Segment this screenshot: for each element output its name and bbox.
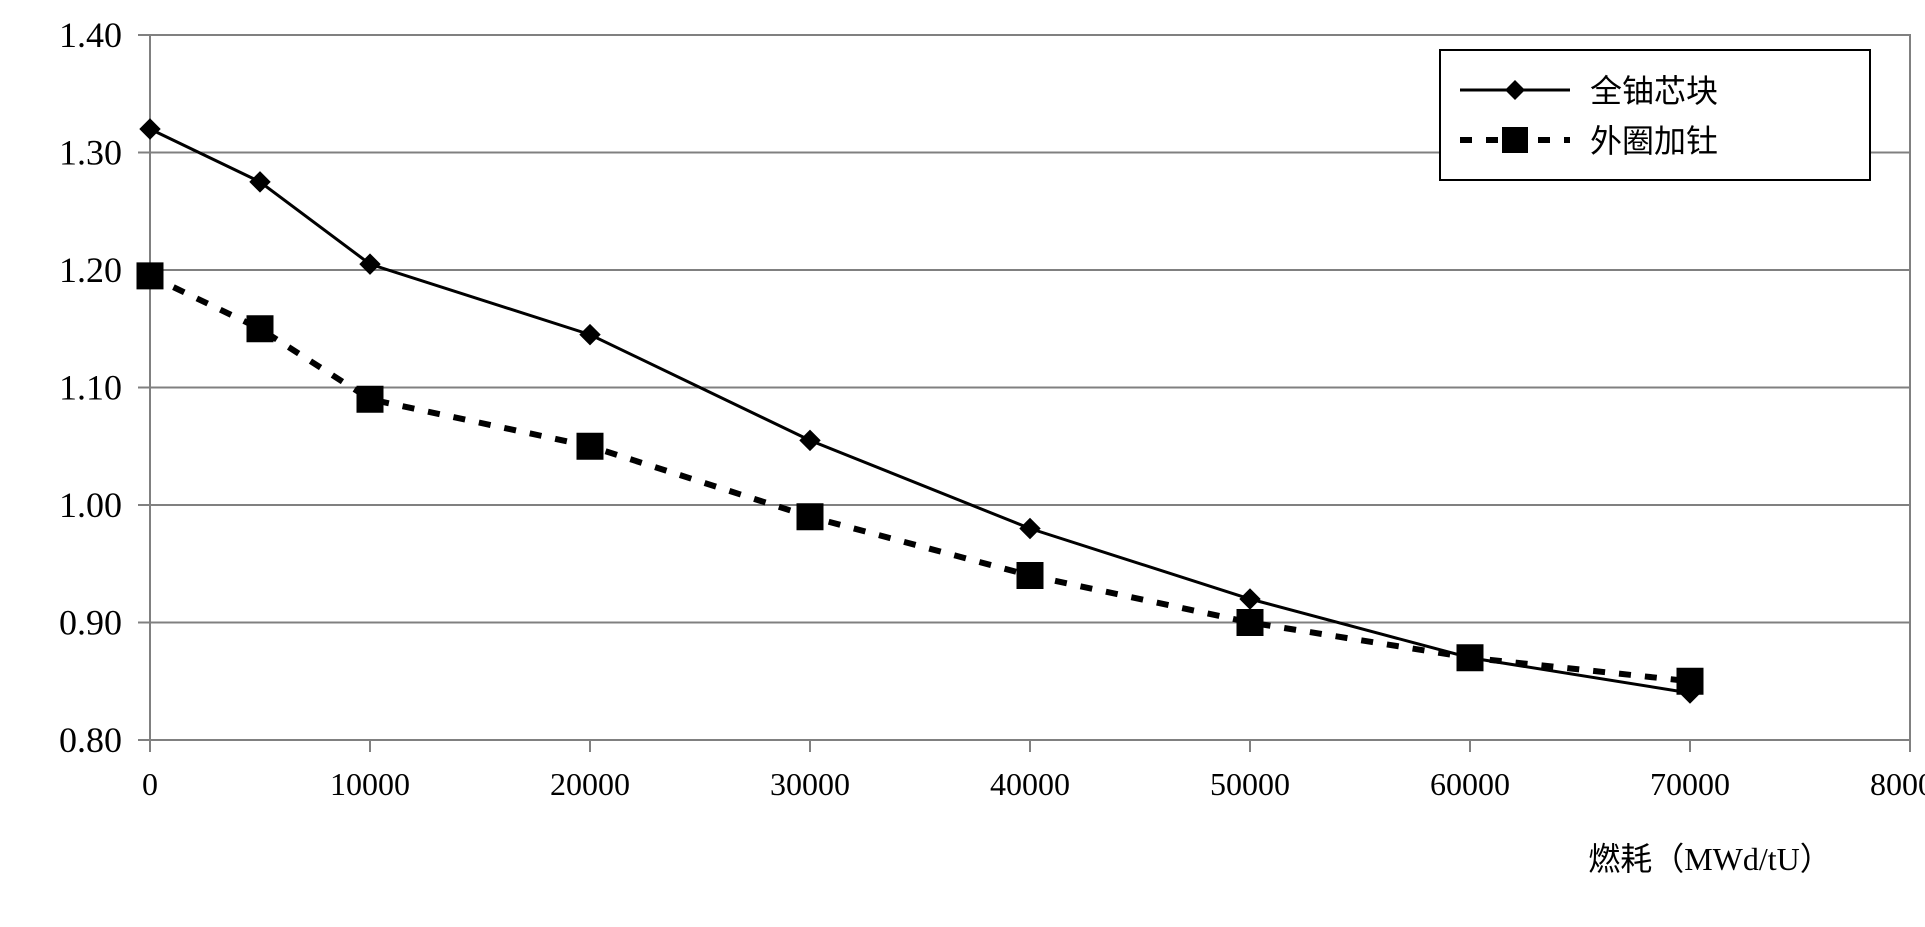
x-tick-label: 20000 [550,766,630,802]
square-marker [357,386,383,412]
y-tick-label: 1.30 [59,133,122,173]
legend-box [1440,50,1870,180]
square-marker [1237,610,1263,636]
y-tick-label: 0.80 [59,720,122,760]
square-marker [1677,668,1703,694]
y-tick-label: 1.40 [59,20,122,55]
x-axis-label: 燃耗（MWd/tU） [1588,841,1832,877]
x-tick-label: 70000 [1650,766,1730,802]
square-marker [1457,645,1483,671]
x-tick-label: 60000 [1430,766,1510,802]
square-marker [137,263,163,289]
square-marker [577,433,603,459]
x-tick-label: 0 [142,766,158,802]
chart-container: 0 10000 20000 30000 40000 50000 60000 70000 8000… [20,20,1925,907]
square-marker [1017,563,1043,589]
y-tick-label: 1.00 [59,485,122,525]
legend-label-1: 外圈加钍 [1590,123,1718,159]
square-marker [797,504,823,530]
legend-label-0: 全铀芯块 [1590,73,1718,109]
square-marker [247,316,273,342]
y-tick-label: 1.20 [59,250,122,290]
x-tick-label: 30000 [770,766,850,802]
x-tick-label: 50000 [1210,766,1290,802]
x-tick-label: 10000 [330,766,410,802]
y-tick-label: 0.90 [59,603,122,643]
x-tick-label: 80000 [1870,766,1925,802]
chart-svg: 0 10000 20000 30000 40000 50000 60000 70000 8000… [20,20,1925,907]
x-tick-label: 40000 [990,766,1070,802]
y-tick-label: 1.10 [59,368,122,408]
